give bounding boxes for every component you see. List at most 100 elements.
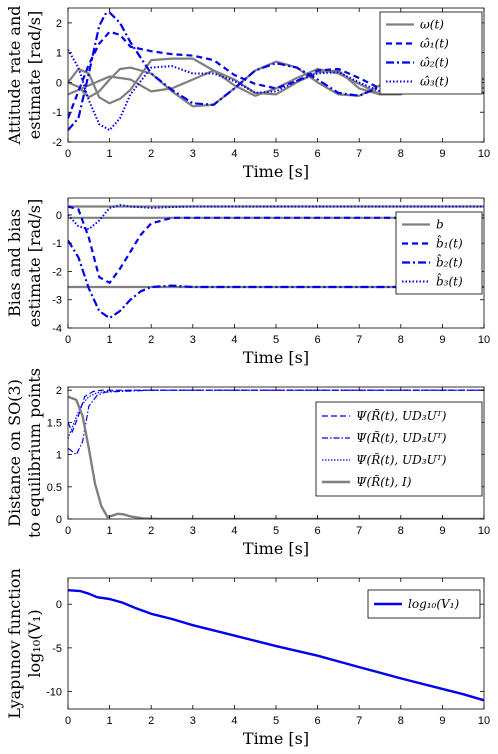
x-tick-label: 5 bbox=[273, 525, 279, 537]
x-tick-label: 5 bbox=[273, 334, 279, 346]
x-tick-label: 0 bbox=[65, 148, 71, 160]
legend: log₁₀(V₁) bbox=[367, 589, 481, 619]
x-tick-label: 1 bbox=[107, 525, 113, 537]
x-tick-label: 3 bbox=[190, 525, 196, 537]
lyapunov-panel: 0 1 2 3 4 5 6 7 8 9 10 -10 -5 0 Time [s] Lyapunov funct… bbox=[5, 568, 490, 748]
x-tick-label: 9 bbox=[439, 334, 445, 346]
legend-box bbox=[379, 11, 483, 95]
x-tick-label: 2 bbox=[148, 525, 154, 537]
x-tick-label: 0 bbox=[65, 525, 71, 537]
x-tick-label: 8 bbox=[398, 525, 404, 537]
y-tick-label: -1 bbox=[52, 107, 62, 119]
x-tick-label: 10 bbox=[478, 334, 490, 346]
x-tick-label: 10 bbox=[478, 525, 490, 537]
x-axis-label: Time [s] bbox=[243, 348, 309, 367]
legend-label: log₁₀(V₁) bbox=[408, 597, 460, 611]
x-tick-label: 5 bbox=[273, 715, 279, 727]
x-tick-label: 8 bbox=[398, 148, 404, 160]
x-tick-label: 3 bbox=[190, 148, 196, 160]
legend-label: Ψ(R̃(t), UD₃Uᵀ) bbox=[356, 430, 447, 445]
x-tick-label: 0 bbox=[65, 715, 71, 727]
x-tick-label: 7 bbox=[356, 334, 362, 346]
x-tick-label: 3 bbox=[190, 334, 196, 346]
x-tick-label: 4 bbox=[231, 525, 237, 537]
x-tick-label: 1 bbox=[107, 148, 113, 160]
y-tick-label: -5 bbox=[52, 643, 62, 655]
x-tick-label: 10 bbox=[478, 148, 490, 160]
x-axis-label: Time [s] bbox=[243, 539, 309, 558]
y-axis-label: estimate [rad/s] bbox=[25, 11, 44, 139]
y-axis-label: Distance on SO(3) bbox=[5, 379, 24, 527]
x-tick-label: 7 bbox=[356, 148, 362, 160]
series-line bbox=[68, 239, 484, 320]
y-tick-label: -3 bbox=[52, 295, 62, 307]
y-tick-label: -10 bbox=[46, 687, 62, 699]
y-axis-label: estimate [rad/s] bbox=[25, 199, 44, 327]
legend-label: ω̂₃(t) bbox=[420, 75, 449, 89]
y-tick-label: -4 bbox=[52, 323, 62, 335]
bias-panel: 0 1 2 3 4 5 6 7 8 9 10 -4 -3 -2 -1 0 Time [s] Bias and bi… bbox=[5, 197, 490, 367]
distance-panel: 0 1 2 3 4 5 6 7 8 9 10 0 0.5 1 1.5 2 Time [s] Distance on… bbox=[5, 368, 490, 558]
legend-label: Ψ(R̃(t), UD₃Uᵀ) bbox=[356, 452, 447, 467]
y-tick-label: 1.5 bbox=[47, 417, 62, 429]
legend: Ψ(R̃(t), UD₃Uᵀ) Ψ(R̃(t), UD₃Uᵀ) Ψ(R̃(t), U… bbox=[315, 401, 483, 497]
series-line bbox=[68, 589, 484, 702]
x-tick-label: 7 bbox=[356, 715, 362, 727]
x-tick-label: 10 bbox=[478, 715, 490, 727]
y-tick-label: -1 bbox=[52, 238, 62, 250]
x-tick-label: 1 bbox=[107, 715, 113, 727]
legend-label: b̂₂(t) bbox=[436, 253, 463, 270]
series-line bbox=[68, 205, 484, 284]
y-tick-label: -2 bbox=[52, 266, 62, 278]
legend-label: Ψ(R̃(t), UD₃Uᵀ) bbox=[356, 408, 447, 423]
legend-label: b̂₁(t) bbox=[436, 234, 463, 251]
x-tick-label: 6 bbox=[315, 334, 321, 346]
legend: b b̂₁(t) b̂₂(t) b̂₃(t) bbox=[395, 211, 483, 295]
x-tick-label: 1 bbox=[107, 334, 113, 346]
legend-label: Ψ(R̃(t), I) bbox=[356, 474, 412, 489]
x-tick-label: 0 bbox=[65, 334, 71, 346]
attitude-rate-panel: 0 1 2 3 4 5 6 7 8 9 10 -2 -1 0 1 2 Time [s] Attitude rate… bbox=[5, 5, 490, 181]
legend-label: ω(t) bbox=[420, 18, 444, 32]
legend-box bbox=[315, 401, 483, 497]
x-tick-label: 6 bbox=[315, 715, 321, 727]
x-tick-label: 6 bbox=[315, 148, 321, 160]
series-line bbox=[68, 204, 484, 231]
y-axis-label: Lyapunov function bbox=[5, 568, 24, 719]
x-axis-label: Time [s] bbox=[243, 162, 309, 181]
x-tick-label: 4 bbox=[231, 715, 237, 727]
y-tick-label: 0 bbox=[56, 599, 62, 611]
x-tick-label: 3 bbox=[190, 715, 196, 727]
legend-label: b bbox=[436, 218, 444, 232]
y-tick-label: 0 bbox=[56, 210, 62, 222]
y-tick-label: 1 bbox=[56, 450, 62, 462]
y-axis-label: Attitude rate and bbox=[5, 5, 24, 145]
y-tick-label: -2 bbox=[52, 137, 62, 149]
x-tick-label: 5 bbox=[273, 148, 279, 160]
legend-label: ω̂₂(t) bbox=[420, 56, 449, 70]
y-tick-label: 2 bbox=[56, 385, 62, 397]
x-tick-label: 7 bbox=[356, 525, 362, 537]
series-group bbox=[68, 589, 484, 702]
x-tick-label: 8 bbox=[398, 334, 404, 346]
y-axis-label: Bias and bias bbox=[5, 209, 24, 317]
x-tick-label: 6 bbox=[315, 525, 321, 537]
y-tick-label: 0.5 bbox=[47, 482, 62, 494]
x-axis-label: Time [s] bbox=[243, 729, 309, 748]
legend: ω(t) ω̂₁(t) ω̂₂(t) ω̂₃(t) bbox=[379, 11, 483, 95]
series-line bbox=[68, 49, 484, 132]
x-tick-label: 9 bbox=[439, 715, 445, 727]
y-axis-label: log₁₀(V₁) bbox=[25, 609, 44, 677]
y-tick-label: 0 bbox=[56, 77, 62, 89]
y-tick-label: 2 bbox=[56, 18, 62, 30]
x-tick-label: 2 bbox=[148, 148, 154, 160]
x-tick-label: 8 bbox=[398, 715, 404, 727]
y-tick-label: 1 bbox=[56, 48, 62, 60]
x-tick-label: 2 bbox=[148, 715, 154, 727]
legend-label: b̂₃(t) bbox=[436, 272, 463, 289]
y-tick-label: 0 bbox=[56, 514, 62, 526]
x-tick-label: 4 bbox=[231, 148, 237, 160]
y-axis-label: to equilibrium points bbox=[25, 368, 44, 538]
x-tick-label: 2 bbox=[148, 334, 154, 346]
